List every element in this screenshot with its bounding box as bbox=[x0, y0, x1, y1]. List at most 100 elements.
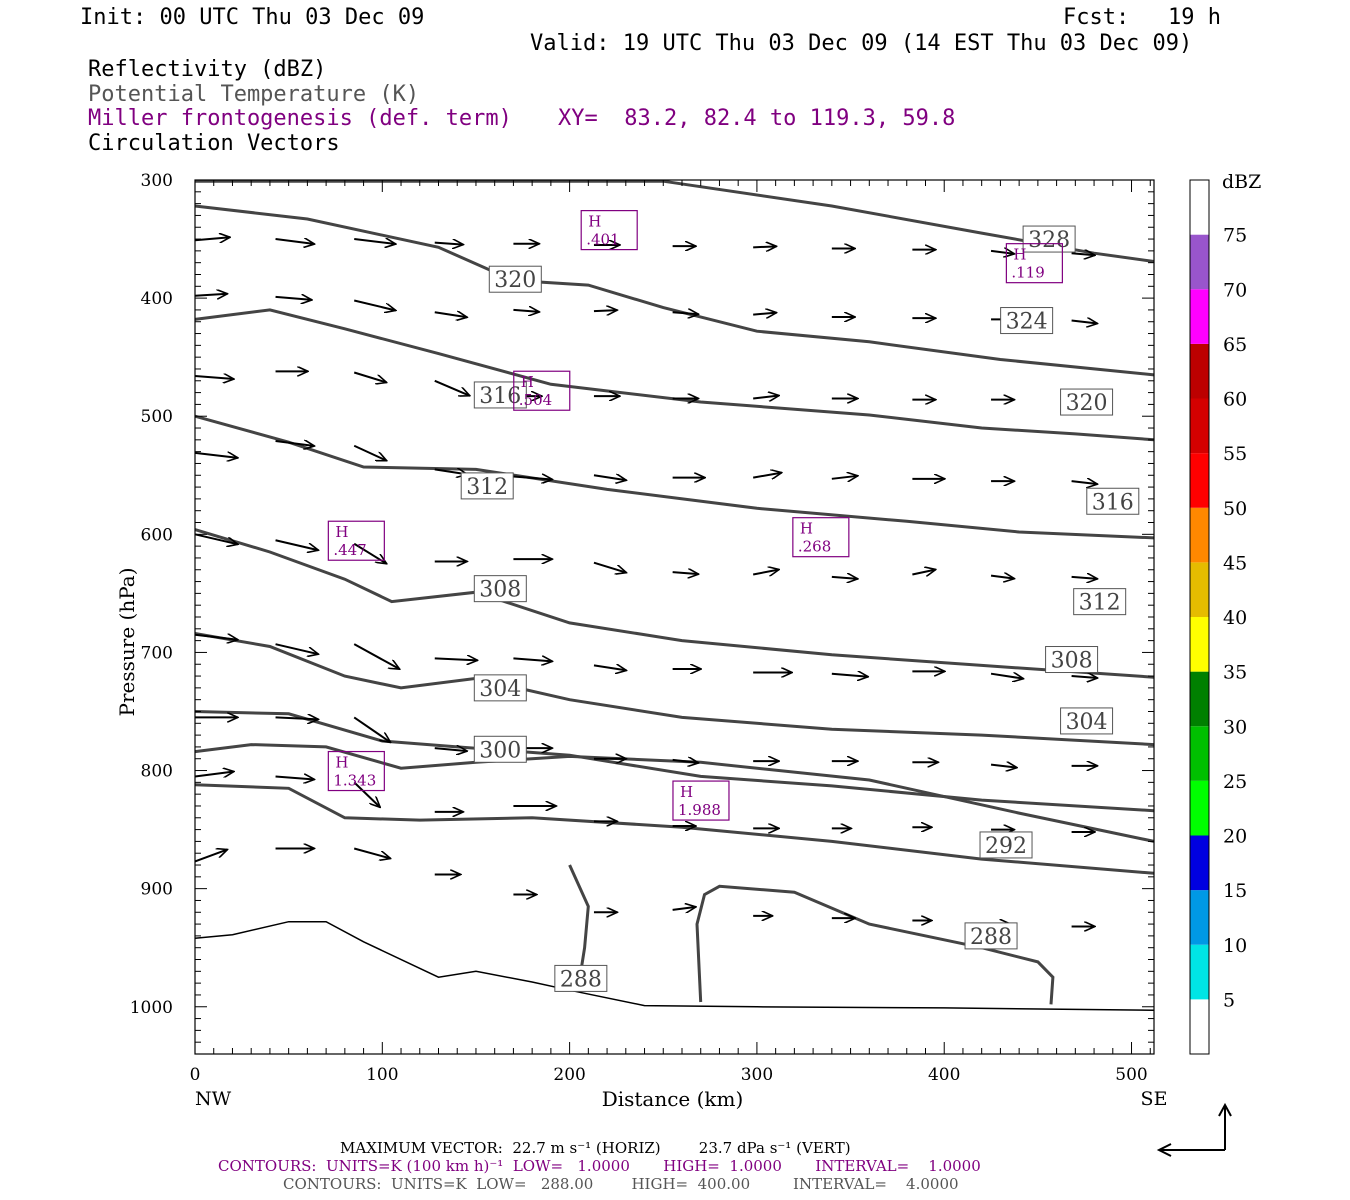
theta-contour-label: 304 bbox=[1060, 707, 1114, 735]
forecast-hour: 19 h bbox=[1168, 5, 1221, 30]
contour-label-box bbox=[964, 922, 1018, 950]
contour-label-box bbox=[554, 964, 608, 992]
fronto-label-box bbox=[513, 370, 571, 411]
colorbar-level-label: 55 bbox=[1223, 443, 1247, 465]
circulation-vector bbox=[434, 312, 468, 317]
circulation-vector bbox=[434, 243, 464, 245]
circulation-vector bbox=[1071, 253, 1095, 255]
contour-label-box bbox=[473, 381, 527, 409]
contour-label-text: 300 bbox=[479, 738, 521, 763]
theta-contour-label: 328 bbox=[1022, 225, 1076, 253]
contour-label-box bbox=[473, 674, 527, 702]
fronto-high-marker: H bbox=[335, 523, 348, 541]
y-tick-label: 600 bbox=[141, 525, 173, 545]
field-frontogenesis: Miller frontogenesis (def. term) bbox=[88, 106, 512, 131]
theta-contour-label: 312 bbox=[1073, 588, 1127, 616]
contour-label-text: 288 bbox=[970, 925, 1012, 950]
fronto-high-marker: H bbox=[521, 373, 534, 391]
y-tick-label: 1000 bbox=[130, 998, 173, 1018]
contour-label-text: 312 bbox=[1079, 591, 1121, 616]
colorbar-level-label: 40 bbox=[1223, 607, 1247, 629]
frontogenesis-max-label: H.268 bbox=[792, 517, 850, 558]
contour-label-text: 304 bbox=[1066, 710, 1108, 735]
theta-contour-note: CONTOURS: UNITS=K LOW= 288.00 HIGH= 400.… bbox=[283, 1175, 959, 1193]
circulation-vector bbox=[513, 658, 552, 661]
fronto-value: .447 bbox=[333, 541, 366, 559]
theta-contour-label: 300 bbox=[473, 735, 527, 763]
colorbar-level-label: 25 bbox=[1223, 771, 1247, 793]
circulation-vector bbox=[753, 246, 776, 247]
colorbar-level-label: 10 bbox=[1223, 935, 1247, 957]
circulation-vector bbox=[194, 453, 238, 458]
circulation-vector bbox=[672, 907, 696, 910]
theta-contour-label: 324 bbox=[1000, 307, 1054, 335]
colorbar-swatch bbox=[1190, 507, 1209, 563]
colorbar-level-label: 45 bbox=[1223, 552, 1247, 574]
circulation-vector bbox=[831, 577, 858, 579]
colorbar-swatch bbox=[1190, 289, 1209, 344]
colorbar-level-label: 30 bbox=[1223, 716, 1247, 738]
circulation-vector bbox=[1071, 577, 1098, 579]
theta-contour bbox=[194, 414, 1155, 540]
theta-contour bbox=[194, 783, 1155, 875]
colorbar-swatch bbox=[1190, 780, 1209, 836]
colorbar-swatch bbox=[1190, 944, 1209, 1000]
contour-label-box bbox=[1086, 487, 1140, 515]
circulation-vector bbox=[275, 717, 319, 719]
y-axis-label: Pressure (hPa) bbox=[115, 568, 139, 717]
theta-contour-label: 292 bbox=[979, 831, 1033, 859]
circulation-vector bbox=[434, 748, 468, 751]
fronto-label-box bbox=[792, 517, 850, 558]
circulation-vector bbox=[353, 371, 387, 383]
colorbar-level-label: 50 bbox=[1223, 498, 1247, 520]
circulation-vector bbox=[354, 239, 396, 244]
frontogenesis-max-label: H.447 bbox=[327, 520, 385, 561]
frontogenesis-max-label: H.119 bbox=[1005, 243, 1063, 284]
valid-time: Valid: 19 UTC Thu 03 Dec 09 (14 EST Thu … bbox=[530, 31, 1193, 56]
field-vectors: Circulation Vectors bbox=[88, 131, 340, 156]
theta-contour-label: 308 bbox=[473, 575, 527, 603]
colorbar-level-label: 35 bbox=[1223, 662, 1247, 684]
colorbar-level-label: 65 bbox=[1223, 334, 1247, 356]
contour-label-box bbox=[979, 831, 1033, 859]
x-tick-label: 0 bbox=[190, 1065, 201, 1085]
contour-label-box bbox=[1060, 707, 1114, 735]
terrain-line bbox=[194, 920, 1155, 1012]
circulation-vector bbox=[353, 643, 400, 669]
circulation-vector bbox=[752, 473, 782, 478]
circulation-vector bbox=[275, 441, 315, 446]
contour-label-text: 324 bbox=[1006, 310, 1048, 335]
colorbar-level-label: 20 bbox=[1223, 826, 1247, 848]
contour-label-text: 312 bbox=[466, 475, 508, 500]
contour-label-box bbox=[1060, 388, 1114, 416]
x-tick-label: 400 bbox=[928, 1065, 960, 1085]
circulation-vector bbox=[831, 476, 858, 479]
circulation-vector bbox=[353, 444, 387, 462]
colorbar-swatch bbox=[1190, 999, 1209, 1054]
colorbar-swatch bbox=[1190, 398, 1209, 454]
circulation-vector bbox=[513, 310, 539, 312]
y-tick-label: 900 bbox=[141, 880, 173, 900]
y-tick-label: 400 bbox=[141, 289, 173, 309]
colorbar-level-label: 75 bbox=[1223, 225, 1247, 247]
fronto-high-marker: H bbox=[335, 754, 348, 772]
frontogenesis-max-label: H.504 bbox=[513, 370, 571, 411]
circulation-vector bbox=[990, 674, 1024, 679]
theta-contour bbox=[194, 308, 1155, 442]
circulation-vector bbox=[753, 396, 779, 399]
contour-label-box bbox=[1022, 225, 1076, 253]
circulation-vector bbox=[194, 771, 234, 776]
contour-label-text: 288 bbox=[560, 967, 602, 992]
contour-label-box bbox=[473, 575, 527, 603]
circulation-vector bbox=[275, 539, 319, 550]
circulation-vector bbox=[752, 569, 779, 574]
fronto-high-marker: H bbox=[680, 783, 693, 801]
circulation-vector bbox=[194, 376, 234, 379]
y-tick-label: 300 bbox=[141, 171, 173, 191]
contour-label-box bbox=[488, 265, 542, 293]
theta-contour-label: 304 bbox=[473, 674, 527, 702]
max-vector-note: MAXIMUM VECTOR: 22.7 m s⁻¹ (HORIZ) 23.7 … bbox=[340, 1139, 851, 1157]
x-right-end-label: SE bbox=[1141, 1088, 1168, 1110]
contour-label-text: 304 bbox=[479, 677, 521, 702]
x-tick-label: 300 bbox=[741, 1065, 773, 1085]
